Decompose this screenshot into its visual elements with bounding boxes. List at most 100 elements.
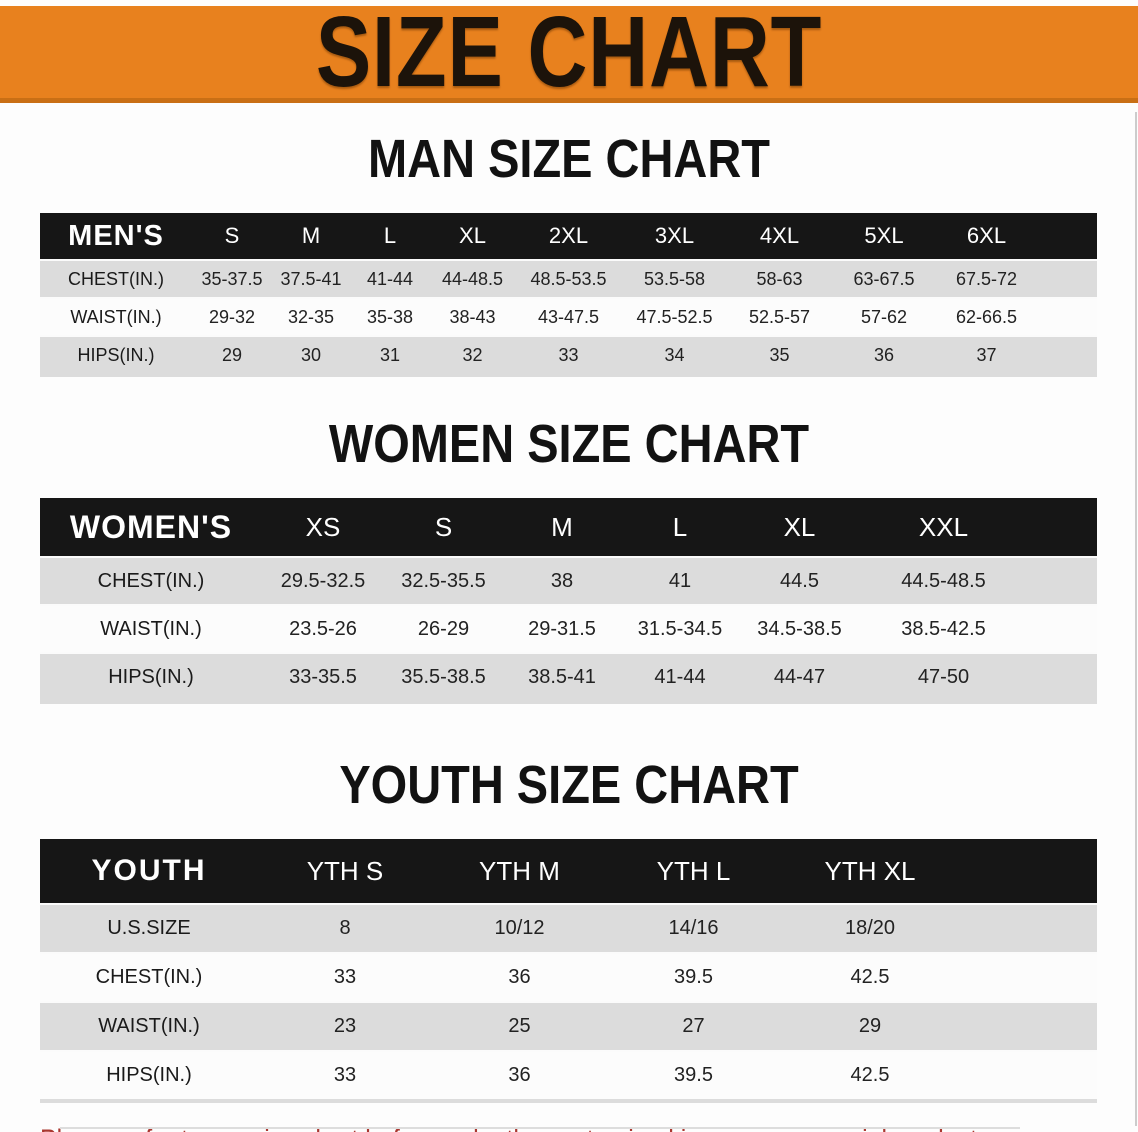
measure-cell: 29.5-32.5 (262, 557, 384, 606)
men-waist-row: WAIST(IN.) 29-32 32-35 35-38 38-43 43-47… (40, 298, 1097, 337)
measure-cell: 35.5-38.5 (384, 653, 503, 703)
women-size-table: WOMEN'S XS S M L XL XXL CHEST(IN.) 29.5-… (40, 498, 1097, 704)
row-label-cell: HIPS(IN.) (40, 653, 262, 703)
measure-cell: 47-50 (860, 653, 1027, 703)
size-header-cell: 5XL (832, 213, 936, 261)
filler-cell (960, 904, 1097, 954)
measure-cell: 34.5-38.5 (739, 605, 860, 654)
youth-waist-row: WAIST(IN.) 23 25 27 29 (40, 1002, 1097, 1052)
measure-cell: 48.5-53.5 (515, 260, 622, 299)
measure-cell: 27 (607, 1002, 780, 1052)
size-header-cell: 4XL (727, 213, 832, 261)
measure-cell: 39.5 (607, 953, 780, 1003)
measure-cell: 26-29 (384, 605, 503, 654)
youth-hips-row: HIPS(IN.) 33 36 39.5 42.5 (40, 1051, 1097, 1102)
filler-cell (1027, 498, 1097, 558)
measure-cell: 52.5-57 (727, 298, 832, 337)
measure-cell: 29 (780, 1002, 960, 1052)
measure-cell: 29 (192, 336, 272, 376)
size-header-cell: 3XL (622, 213, 727, 261)
row-label-cell: HIPS(IN.) (40, 336, 192, 376)
banner-title: SIZE CHART (315, 0, 823, 108)
women-corner-cell: WOMEN'S (40, 498, 262, 558)
filler-cell (960, 839, 1097, 905)
row-label-cell: CHEST(IN.) (40, 260, 192, 299)
women-waist-row: WAIST(IN.) 23.5-26 26-29 29-31.5 31.5-34… (40, 605, 1097, 654)
filler-cell (1027, 653, 1097, 703)
men-section-heading: MAN SIZE CHART (0, 0, 1138, 190)
row-label-cell: WAIST(IN.) (40, 298, 192, 337)
measure-cell: 32 (430, 336, 515, 376)
row-label-cell: U.S.SIZE (40, 904, 258, 954)
measure-cell: 31.5-34.5 (621, 605, 739, 654)
women-section-heading-text: WOMEN SIZE CHART (328, 414, 810, 474)
youth-ussize-row: U.S.SIZE 8 10/12 14/16 18/20 (40, 904, 1097, 954)
youth-header-row: YOUTH YTH S YTH M YTH L YTH XL (40, 839, 1097, 905)
measure-cell: 41-44 (621, 653, 739, 703)
measure-cell: 31 (350, 336, 430, 376)
row-label-cell: WAIST(IN.) (40, 1002, 258, 1052)
measure-cell: 14/16 (607, 904, 780, 954)
measure-cell: 58-63 (727, 260, 832, 299)
measure-cell: 44-47 (739, 653, 860, 703)
measure-cell: 53.5-58 (622, 260, 727, 299)
measure-cell: 41-44 (350, 260, 430, 299)
size-header-cell: XL (430, 213, 515, 261)
row-label-cell: CHEST(IN.) (40, 953, 258, 1003)
measure-cell: 67.5-72 (936, 260, 1037, 299)
measure-cell: 44.5 (739, 557, 860, 606)
right-edge-line (1135, 112, 1137, 1126)
measure-cell: 62-66.5 (936, 298, 1037, 337)
filler-cell (1037, 298, 1097, 337)
size-header-cell: S (384, 498, 503, 558)
women-section-heading: WOMEN SIZE CHART (0, 377, 1138, 475)
row-label-cell: WAIST(IN.) (40, 605, 262, 654)
size-header-cell: L (350, 213, 430, 261)
measure-cell: 42.5 (780, 1051, 960, 1102)
measure-cell: 39.5 (607, 1051, 780, 1102)
measure-cell: 33 (258, 953, 432, 1003)
size-header-cell: YTH L (607, 839, 780, 905)
measure-cell: 29-32 (192, 298, 272, 337)
filler-cell (1037, 213, 1097, 261)
women-chest-row: CHEST(IN.) 29.5-32.5 32.5-35.5 38 41 44.… (40, 557, 1097, 606)
measure-cell: 23 (258, 1002, 432, 1052)
size-header-cell: 6XL (936, 213, 1037, 261)
measure-cell: 36 (432, 953, 607, 1003)
filler-cell (1037, 336, 1097, 376)
measure-cell: 35-37.5 (192, 260, 272, 299)
measure-cell: 44.5-48.5 (860, 557, 1027, 606)
filler-cell (960, 1002, 1097, 1052)
measure-cell: 44-48.5 (430, 260, 515, 299)
size-header-cell: L (621, 498, 739, 558)
measure-cell: 33-35.5 (262, 653, 384, 703)
measure-cell: 38.5-42.5 (860, 605, 1027, 654)
size-header-cell: YTH M (432, 839, 607, 905)
measure-cell: 33 (515, 336, 622, 376)
men-chest-row: CHEST(IN.) 35-37.5 37.5-41 41-44 44-48.5… (40, 260, 1097, 299)
measure-cell: 30 (272, 336, 350, 376)
youth-chest-row: CHEST(IN.) 33 36 39.5 42.5 (40, 953, 1097, 1003)
size-header-cell: XL (739, 498, 860, 558)
measure-cell: 37.5-41 (272, 260, 350, 299)
measure-cell: 57-62 (832, 298, 936, 337)
measure-cell: 34 (622, 336, 727, 376)
youth-corner-cell: YOUTH (40, 839, 258, 905)
measure-cell: 18/20 (780, 904, 960, 954)
filler-cell (960, 1051, 1097, 1102)
men-corner-cell: MEN'S (40, 213, 192, 261)
filler-cell (1037, 260, 1097, 299)
measure-cell: 10/12 (432, 904, 607, 954)
filler-cell (1027, 605, 1097, 654)
men-header-row: MEN'S S M L XL 2XL 3XL 4XL 5XL 6XL (40, 213, 1097, 261)
measure-cell: 38 (503, 557, 621, 606)
row-label-cell: HIPS(IN.) (40, 1051, 258, 1102)
size-header-cell: M (272, 213, 350, 261)
measure-cell: 23.5-26 (262, 605, 384, 654)
size-header-cell: YTH S (258, 839, 432, 905)
measure-cell: 33 (258, 1051, 432, 1102)
measure-cell: 37 (936, 336, 1037, 376)
youth-size-table: YOUTH YTH S YTH M YTH L YTH XL U.S.SIZE … (40, 839, 1097, 1103)
filler-cell (1027, 557, 1097, 606)
